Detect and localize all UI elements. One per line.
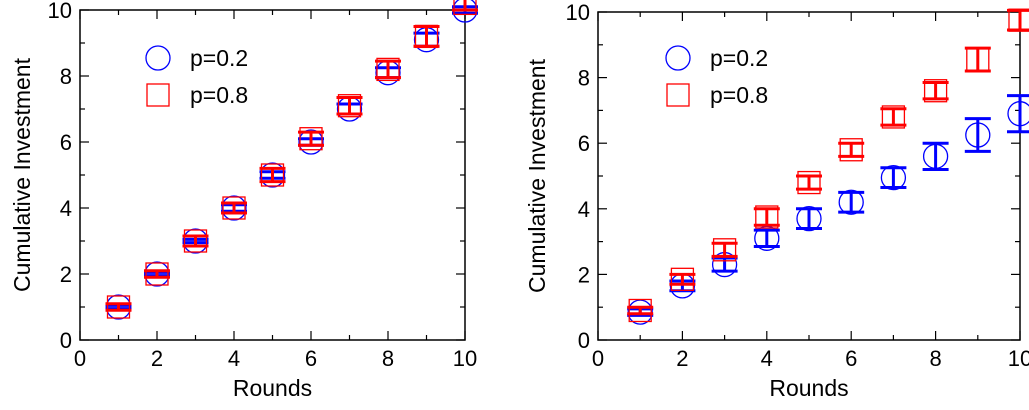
x-tick-label: 8	[929, 346, 941, 371]
x-tick-label: 2	[151, 346, 163, 371]
data-point-square	[453, 0, 477, 16]
series-circle	[627, 94, 1029, 325]
data-point-square	[106, 295, 131, 319]
data-point-square	[145, 262, 169, 286]
data-point-square	[628, 298, 652, 323]
data-point-circle	[259, 162, 286, 188]
legend-marker-square	[146, 83, 170, 107]
data-point-circle	[796, 205, 822, 232]
data-point-square	[966, 47, 990, 72]
x-tick-label: 6	[305, 346, 317, 371]
y-tick-label: 4	[60, 196, 72, 221]
legend-label: p=0.2	[190, 45, 248, 71]
x-tick-label: 10	[453, 346, 477, 371]
x-tick-label: 8	[382, 346, 394, 371]
data-point-circle	[298, 129, 324, 155]
data-point-square	[260, 163, 285, 187]
x-tick-label: 0	[592, 346, 604, 371]
y-tick-label: 0	[578, 328, 590, 353]
y-tick-label: 8	[578, 66, 590, 91]
y-tick-label: 6	[60, 130, 72, 155]
data-point-square	[414, 24, 439, 49]
data-point-circle	[105, 294, 132, 320]
series-square	[627, 8, 1029, 323]
x-tick-label: 4	[761, 346, 773, 371]
data-point-square	[755, 205, 779, 229]
data-point-circle	[838, 189, 864, 215]
right-chart-panel: 0 2 4 6 8 10 0 2 4 6 8 10 Rounds Cumulative Investmen…	[524, 0, 1029, 401]
data-point-circle	[144, 261, 170, 287]
data-point-circle	[965, 122, 991, 148]
y-axis-label: Cumulative Investment	[524, 58, 550, 293]
data-point-circle	[182, 228, 209, 254]
data-point-circle	[922, 143, 949, 169]
x-axis-label: Rounds	[233, 375, 312, 401]
legend-label: p=0.2	[710, 45, 768, 71]
data-point-square	[1008, 8, 1029, 32]
data-point-square	[337, 94, 362, 118]
y-tick-label: 2	[60, 262, 72, 287]
x-axis-label: Rounds	[769, 375, 848, 401]
data-point-square	[376, 57, 400, 82]
y-tick-label: 0	[60, 328, 72, 353]
x-tick-label: 10	[1008, 346, 1029, 371]
y-tick-label: 10	[566, 0, 590, 25]
data-point-square	[670, 267, 695, 291]
y-tick-label: 2	[578, 262, 590, 287]
data-point-square	[923, 79, 948, 103]
x-tick-label: 0	[74, 346, 86, 371]
left-chart-panel: 0 2 4 6 8 10 0 2 4 6 8 10 Rounds Cumulative Investmen…	[9, 0, 478, 401]
data-point-circle	[1007, 101, 1029, 127]
y-tick-label: 6	[578, 131, 590, 156]
data-point-circle	[221, 195, 247, 221]
y-tick-label: 8	[60, 64, 72, 89]
y-tick-label: 4	[578, 197, 590, 222]
x-tick-label: 4	[228, 346, 240, 371]
legend-marker-square	[666, 83, 690, 107]
legend: p=0.2 p=0.8	[665, 45, 768, 108]
data-point-square	[797, 170, 821, 195]
data-point-square	[839, 138, 863, 162]
legend-marker-circle	[665, 45, 691, 71]
legend: p=0.2 p=0.8	[145, 45, 248, 108]
legend-label: p=0.8	[710, 82, 768, 108]
data-point-square	[222, 196, 246, 220]
legend-label: p=0.8	[190, 82, 248, 108]
y-tick-label: 10	[48, 0, 72, 23]
data-point-circle	[880, 164, 907, 191]
data-point-square	[183, 229, 208, 253]
data-point-square	[712, 238, 737, 262]
data-point-square	[881, 105, 906, 129]
y-axis-label: Cumulative Investment	[9, 57, 35, 292]
x-tick-label: 6	[845, 346, 857, 371]
data-point-square	[299, 127, 323, 151]
legend-marker-circle	[145, 45, 171, 71]
series-square	[105, 0, 478, 319]
x-tick-label: 2	[676, 346, 688, 371]
